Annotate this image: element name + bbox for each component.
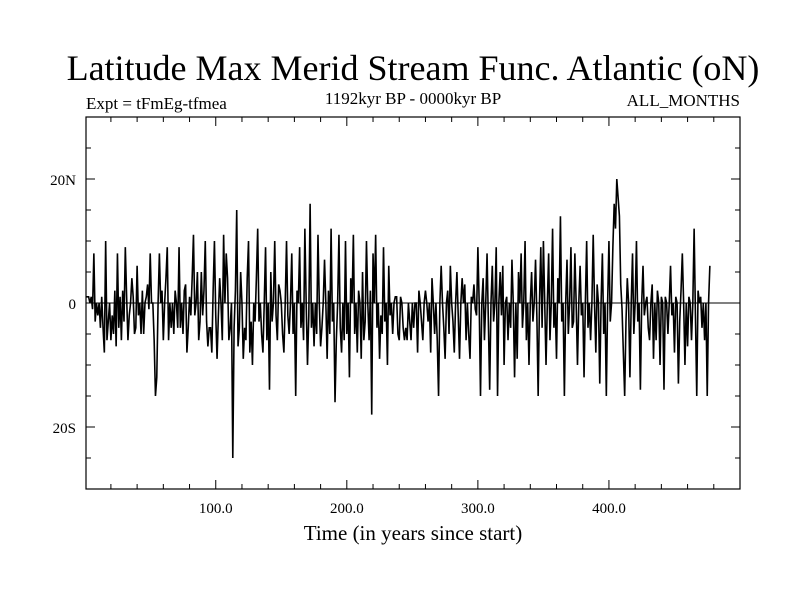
series-line [86,178,711,459]
chart-subtitle-left: Expt = tFmEg-tfmea [86,94,227,113]
x-tick-label: 200.0 [330,501,364,517]
x-tick-label: 100.0 [199,501,233,517]
x-tick-label: 400.0 [592,501,626,517]
y-tick-label: 20N [50,173,76,189]
chart-subtitle-center: 1192kyr BP - 0000kyr BP [325,89,501,108]
plot-area: 100.0 200.0 300.0 400.0 20S 0 20N [50,116,741,517]
y-tick-label: 20S [53,421,76,437]
y-tick-label: 0 [69,297,77,313]
x-tick-label: 300.0 [461,501,495,517]
chart-subtitle-right: ALL_MONTHS [627,91,740,110]
x-axis-label: Time (in years since start) [304,521,523,545]
chart-title: Latitude Max Merid Stream Func. Atlantic… [67,48,760,88]
